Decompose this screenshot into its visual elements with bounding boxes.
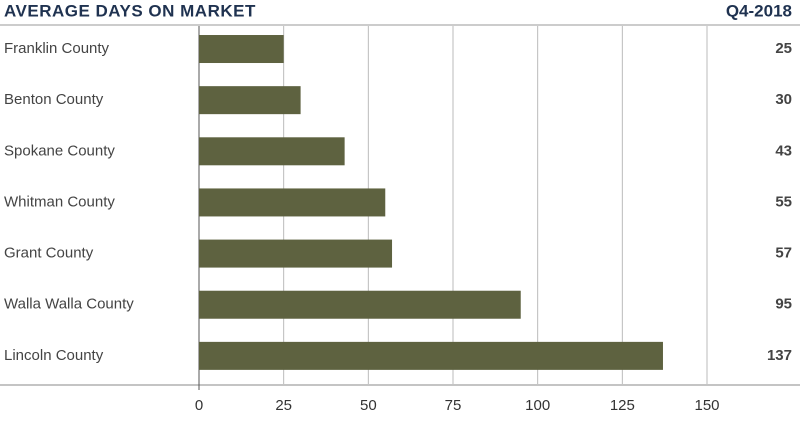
x-tick-label: 50 — [360, 397, 377, 414]
data-label: 57 — [775, 245, 792, 262]
data-label: 25 — [775, 40, 792, 57]
y-tick-label: Spokane County — [4, 142, 115, 159]
x-tick-label: 100 — [525, 397, 550, 414]
x-tick-label: 150 — [694, 397, 719, 414]
bar — [199, 35, 284, 64]
bar — [199, 86, 301, 115]
x-tick-label: 25 — [275, 397, 292, 414]
bar — [199, 188, 386, 217]
x-tick-label: 75 — [445, 397, 462, 414]
chart-title: AVERAGE DAYS ON MARKET — [4, 1, 256, 20]
y-tick-label: Franklin County — [4, 40, 110, 57]
data-label: 30 — [775, 91, 792, 108]
bar — [199, 239, 393, 268]
y-tick-label: Walla Walla County — [4, 296, 134, 313]
chart-subtitle: Q4-2018 — [726, 1, 792, 20]
y-tick-label: Lincoln County — [4, 347, 104, 364]
x-tick-label: 125 — [610, 397, 635, 414]
x-tick-label: 0 — [195, 397, 203, 414]
y-tick-label: Benton County — [4, 91, 104, 108]
data-label: 137 — [767, 347, 792, 364]
data-label: 95 — [775, 296, 792, 313]
y-tick-label: Whitman County — [4, 193, 115, 210]
bar — [199, 137, 345, 166]
y-tick-label: Grant County — [4, 245, 94, 262]
bar — [199, 341, 663, 370]
data-label: 43 — [775, 142, 792, 159]
data-label: 55 — [775, 193, 792, 210]
bar — [199, 290, 521, 319]
